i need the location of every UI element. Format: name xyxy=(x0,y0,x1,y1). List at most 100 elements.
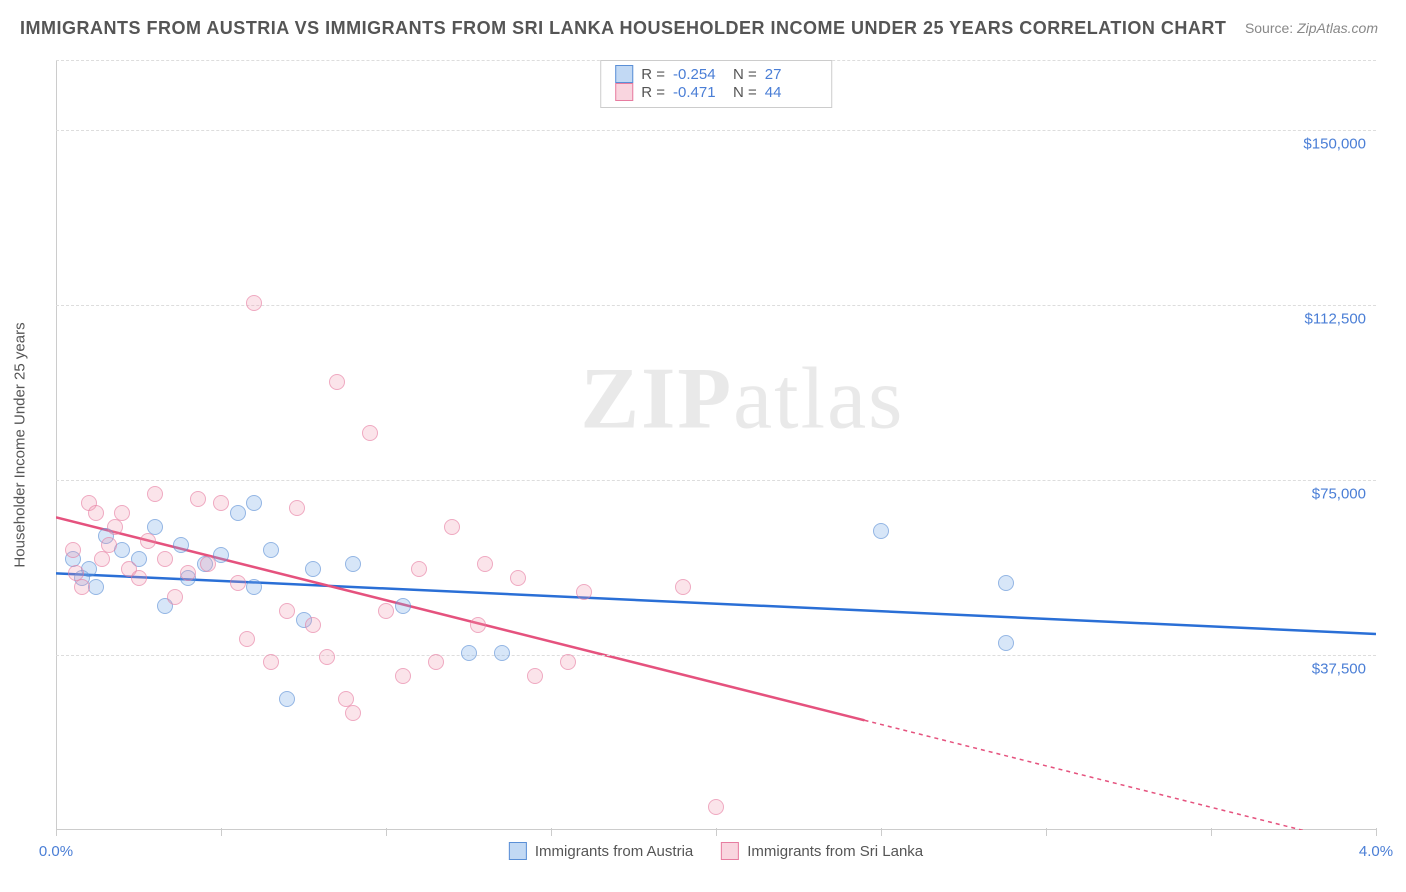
chart-area: Householder Income Under 25 years ZIPatl… xyxy=(56,60,1376,830)
data-point-srilanka xyxy=(263,654,279,670)
stat-n-label: N = xyxy=(733,84,757,101)
legend-label-austria: Immigrants from Austria xyxy=(535,843,693,860)
y-tick-label: $112,500 xyxy=(1305,311,1366,328)
data-point-srilanka xyxy=(329,374,345,390)
x-tick xyxy=(1211,828,1212,836)
data-point-srilanka xyxy=(157,551,173,567)
stats-row-srilanka: R = -0.471 N = 44 xyxy=(615,83,817,101)
gridline xyxy=(56,655,1376,656)
data-point-srilanka xyxy=(65,542,81,558)
x-tick xyxy=(1376,828,1377,836)
data-point-srilanka xyxy=(114,505,130,521)
data-point-srilanka xyxy=(560,654,576,670)
y-axis-label: Householder Income Under 25 years xyxy=(12,322,29,567)
data-point-srilanka xyxy=(230,575,246,591)
series-legend: Immigrants from Austria Immigrants from … xyxy=(509,842,923,860)
y-axis-line xyxy=(56,60,57,830)
data-point-austria xyxy=(305,561,321,577)
legend-label-srilanka: Immigrants from Sri Lanka xyxy=(747,843,923,860)
data-point-austria xyxy=(246,495,262,511)
data-point-srilanka xyxy=(246,295,262,311)
data-point-austria xyxy=(263,542,279,558)
stat-n-label: N = xyxy=(733,66,757,83)
data-point-srilanka xyxy=(319,649,335,665)
data-point-srilanka xyxy=(107,519,123,535)
data-point-austria xyxy=(998,635,1014,651)
chart-title: IMMIGRANTS FROM AUSTRIA VS IMMIGRANTS FR… xyxy=(20,18,1226,39)
x-tick xyxy=(1046,828,1047,836)
data-point-srilanka xyxy=(213,495,229,511)
data-point-srilanka xyxy=(411,561,427,577)
stat-r-value-srilanka: -0.471 xyxy=(673,84,725,101)
source-link[interactable]: ZipAtlas.com xyxy=(1297,20,1378,36)
y-tick-label: $37,500 xyxy=(1312,661,1366,678)
data-point-srilanka xyxy=(428,654,444,670)
data-point-srilanka xyxy=(88,505,104,521)
y-tick-label: $150,000 xyxy=(1303,136,1366,153)
x-tick xyxy=(881,828,882,836)
data-point-srilanka xyxy=(74,579,90,595)
data-point-srilanka xyxy=(167,589,183,605)
data-point-srilanka xyxy=(131,570,147,586)
gridline xyxy=(56,130,1376,131)
data-point-srilanka xyxy=(470,617,486,633)
data-point-srilanka xyxy=(140,533,156,549)
legend-swatch-srilanka-icon xyxy=(721,842,739,860)
data-point-srilanka xyxy=(477,556,493,572)
data-point-austria xyxy=(213,547,229,563)
data-point-srilanka xyxy=(510,570,526,586)
x-tick xyxy=(221,828,222,836)
data-point-austria xyxy=(230,505,246,521)
stat-r-label: R = xyxy=(641,84,665,101)
trendline-srilanka-extrapolated xyxy=(865,720,1377,830)
stat-n-value-srilanka: 44 xyxy=(765,84,817,101)
x-tick-label: 4.0% xyxy=(1359,843,1393,860)
data-point-austria xyxy=(873,523,889,539)
data-point-austria xyxy=(345,556,361,572)
data-point-austria xyxy=(246,579,262,595)
data-point-srilanka xyxy=(527,668,543,684)
data-point-srilanka xyxy=(279,603,295,619)
data-point-srilanka xyxy=(576,584,592,600)
watermark-brand-b: atlas xyxy=(733,350,904,447)
swatch-austria-icon xyxy=(615,65,633,83)
gridline xyxy=(56,480,1376,481)
data-point-austria xyxy=(279,691,295,707)
data-point-srilanka xyxy=(345,705,361,721)
data-point-austria xyxy=(494,645,510,661)
x-tick xyxy=(716,828,717,836)
legend-item-austria: Immigrants from Austria xyxy=(509,842,693,860)
swatch-srilanka-icon xyxy=(615,83,633,101)
data-point-srilanka xyxy=(147,486,163,502)
data-point-srilanka xyxy=(289,500,305,516)
stat-r-value-austria: -0.254 xyxy=(673,66,725,83)
data-point-austria xyxy=(998,575,1014,591)
source-attribution: Source: ZipAtlas.com xyxy=(1245,20,1378,36)
trend-lines-layer xyxy=(56,60,1376,830)
watermark-brand-a: ZIP xyxy=(580,350,733,447)
data-point-srilanka xyxy=(190,491,206,507)
data-point-srilanka xyxy=(180,565,196,581)
correlation-stats-box: R = -0.254 N = 27 R = -0.471 N = 44 xyxy=(600,60,832,108)
x-tick xyxy=(56,828,57,836)
data-point-srilanka xyxy=(675,579,691,595)
data-point-srilanka xyxy=(378,603,394,619)
data-point-austria xyxy=(395,598,411,614)
data-point-srilanka xyxy=(200,556,216,572)
watermark: ZIPatlas xyxy=(580,348,904,449)
data-point-srilanka xyxy=(101,537,117,553)
x-tick xyxy=(386,828,387,836)
stat-n-value-austria: 27 xyxy=(765,66,817,83)
stat-r-label: R = xyxy=(641,66,665,83)
data-point-srilanka xyxy=(362,425,378,441)
x-tick xyxy=(551,828,552,836)
data-point-srilanka xyxy=(239,631,255,647)
data-point-srilanka xyxy=(305,617,321,633)
data-point-austria xyxy=(173,537,189,553)
data-point-srilanka xyxy=(444,519,460,535)
legend-item-srilanka: Immigrants from Sri Lanka xyxy=(721,842,923,860)
data-point-srilanka xyxy=(94,551,110,567)
x-tick-label: 0.0% xyxy=(39,843,73,860)
stats-row-austria: R = -0.254 N = 27 xyxy=(615,65,817,83)
legend-swatch-austria-icon xyxy=(509,842,527,860)
